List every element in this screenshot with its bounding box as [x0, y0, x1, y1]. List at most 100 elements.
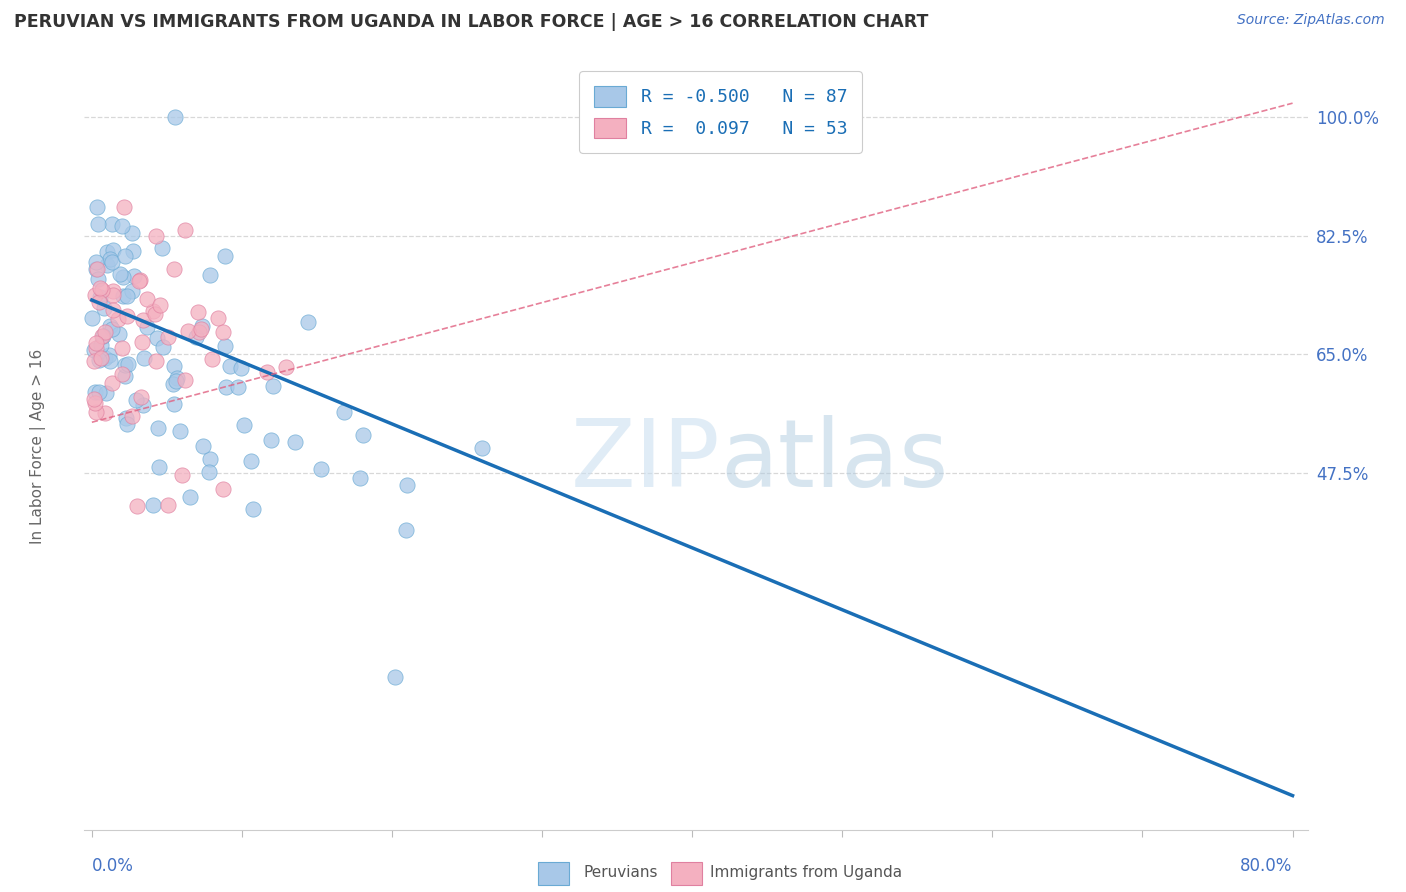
Point: [135, 319, 157, 334]
Point: [115, 310, 138, 324]
Point: [184, 330, 207, 344]
Point: [128, 274, 150, 288]
Point: [143, 307, 166, 321]
Point: [242, 502, 264, 516]
Point: [87, 272, 110, 286]
Point: [201, 352, 224, 367]
Point: [165, 374, 187, 388]
Point: [163, 359, 186, 374]
Point: [174, 373, 197, 387]
Point: [214, 249, 236, 263]
Point: [84, 396, 107, 410]
Point: [117, 357, 139, 371]
Point: [91, 284, 114, 298]
Point: [239, 454, 262, 468]
Point: [149, 298, 172, 312]
Point: [233, 417, 256, 432]
Point: [157, 498, 180, 512]
Point: [170, 468, 193, 483]
Point: [135, 292, 157, 306]
Point: [87, 384, 110, 399]
Point: [396, 478, 419, 492]
Point: [121, 226, 143, 240]
Point: [352, 428, 374, 442]
Text: ZIP: ZIP: [571, 416, 720, 508]
Point: [150, 241, 173, 255]
Point: [187, 304, 209, 318]
Point: [96, 259, 118, 273]
Point: [471, 442, 494, 456]
Point: [112, 200, 135, 214]
Point: [100, 322, 122, 336]
Point: [110, 219, 132, 234]
Legend: R = -0.500   N = 87, R =  0.097   N = 53: R = -0.500 N = 87, R = 0.097 N = 53: [579, 71, 862, 153]
Point: [395, 524, 418, 538]
Point: [187, 325, 209, 339]
Point: [162, 376, 184, 391]
Text: In Labor Force | Age > 16: In Labor Force | Age > 16: [30, 349, 46, 543]
Text: atlas: atlas: [720, 416, 949, 508]
Point: [132, 398, 155, 412]
Point: [132, 313, 155, 327]
Point: [173, 223, 195, 237]
Point: [260, 433, 283, 447]
Point: [90, 329, 112, 343]
Point: [94, 351, 117, 365]
Point: [89, 290, 111, 304]
Point: [198, 465, 221, 479]
Point: [207, 310, 229, 325]
Point: [163, 110, 186, 124]
Point: [101, 303, 124, 318]
Point: [98, 319, 121, 334]
Point: [114, 410, 136, 425]
Point: [101, 255, 124, 269]
Point: [121, 409, 143, 423]
Point: [114, 369, 136, 384]
Point: [82, 310, 104, 325]
Point: [146, 421, 169, 435]
Point: [212, 325, 235, 339]
Point: [191, 439, 214, 453]
Text: 80.0%: 80.0%: [1240, 856, 1292, 875]
Point: [91, 329, 114, 343]
Point: [276, 359, 298, 374]
Point: [93, 301, 115, 315]
Point: [101, 376, 124, 391]
Point: [111, 289, 134, 303]
Point: [226, 380, 249, 394]
Point: [262, 378, 284, 392]
Point: [215, 380, 238, 394]
Point: [129, 273, 152, 287]
Point: [114, 249, 136, 263]
Point: [229, 361, 252, 376]
Point: [97, 348, 120, 362]
Point: [297, 315, 319, 329]
Point: [107, 312, 129, 326]
Point: [98, 252, 121, 266]
Point: [156, 330, 179, 344]
Point: [200, 451, 222, 466]
Point: [84, 255, 107, 269]
Point: [146, 331, 169, 345]
Point: [125, 393, 148, 408]
Point: [101, 288, 124, 302]
Point: [84, 342, 107, 356]
Point: [166, 371, 188, 385]
Point: [131, 390, 153, 404]
Point: [83, 392, 105, 406]
Point: [214, 338, 236, 352]
Point: [83, 343, 105, 357]
Point: [142, 498, 165, 512]
Point: [96, 244, 118, 259]
Point: [284, 435, 307, 450]
Point: [131, 334, 153, 349]
Point: [219, 359, 242, 373]
Point: [84, 262, 107, 277]
Point: [142, 304, 165, 318]
Point: [256, 365, 278, 379]
Text: Source: ZipAtlas.com: Source: ZipAtlas.com: [1237, 13, 1385, 28]
Point: [84, 405, 107, 419]
Point: [191, 318, 214, 333]
Point: [89, 281, 111, 295]
Point: [162, 261, 184, 276]
